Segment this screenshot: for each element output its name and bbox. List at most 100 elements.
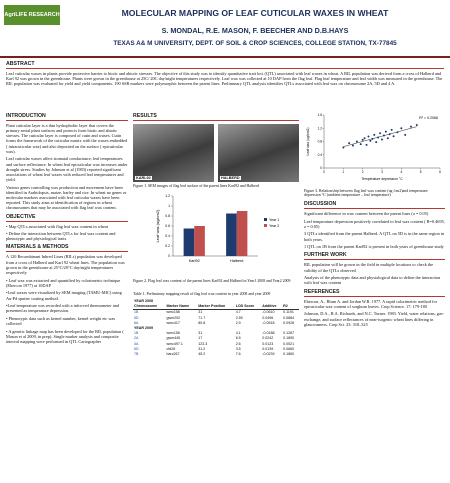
further-work-bullet: Analysis of the phenotypic data and phys… (304, 275, 441, 286)
y-tick-label: 0.4 (165, 235, 170, 239)
bar (226, 213, 237, 257)
table-cell: -0.0188 (262, 331, 275, 336)
table-row: 6A wmc417 80.8 2.9 -0.0518 0.0926 (133, 320, 299, 325)
header-rule (0, 56, 450, 58)
table-row: 5D cfd26 31.2 3.5 0.0139 0.0660 (133, 346, 299, 351)
table-cell: wmc497.1 (166, 341, 183, 346)
table-cell: barc267 (166, 351, 180, 356)
table-cell: 0.0242 (262, 336, 274, 341)
intro-paragraph: Various genes controlling wax production… (6, 184, 127, 211)
discussion-bullet: Significant difference in wax content be… (304, 210, 429, 216)
scatter-point (384, 130, 387, 133)
middle-column: RESULTS KARL92 HALBERD Figure 1. SEM images… (133, 110, 299, 357)
table-header-cell: Marker Position (197, 303, 235, 310)
table-cell: 2.6 (235, 341, 241, 346)
legend-label: Year 2 (269, 224, 279, 228)
bar (236, 211, 248, 257)
table-row: 1B wmc156 31 4.7 -0.0610 0.1191 (133, 309, 299, 315)
legend-label: Year 1 (269, 218, 279, 222)
table-cell: 4A (134, 341, 139, 346)
table-cell: 5D (134, 346, 139, 351)
results-table: YEAR 2008 Chromosome Marker Name Marker Pos… (133, 298, 299, 356)
intro-paragraph: Leaf cuticular waxes affect stomatal con… (6, 156, 128, 183)
right-column: Leaf wax (ug/cm2) Temperature depression … (304, 110, 445, 329)
y-axis-label: Leaf wax (ug/cm2) (155, 209, 160, 243)
figure-caption: Figure 2. Flag leaf wax content of the p… (133, 279, 291, 284)
scatter-point (377, 136, 380, 139)
scatter-point (373, 133, 376, 136)
table-cell: 7B (134, 351, 139, 356)
sem-images: KARL92 HALBERD (133, 124, 299, 182)
y-tick-label: 0.8 (318, 140, 323, 144)
objective-bullet: • Map QTLs associated with flag leaf wax… (6, 223, 108, 229)
methods-paragraph: A 120 Recombinant Inbred Lines (RILs) po… (6, 254, 125, 275)
table-cell: 4.7 (235, 310, 241, 315)
scatter-point (382, 134, 385, 137)
abstract: ABSTRACT Leaf cuticular waxes in plants p… (6, 58, 444, 89)
scatter-point (348, 142, 351, 145)
table-cell: gwm292 (166, 315, 181, 320)
left-column: INTRODUCTION Plant cuticular layer is a t… (6, 110, 128, 347)
table-cell: 0.0123 (262, 341, 274, 346)
table-cell: cfd26 (166, 346, 176, 351)
bar-chart: Leaf wax (ug/cm2) 0 0.2 0.4 0.6 0.8 1 1.2 Karl92… (155, 195, 279, 264)
sem-label: HALBERD (220, 176, 241, 180)
table-row: 5D gwm292 71.7 2.55 0.0496 0.0884 (133, 315, 299, 320)
scatter-point (363, 137, 366, 140)
y-tick-label: 1 (168, 205, 170, 209)
scatter-point (367, 135, 370, 138)
y-tick-label: 1.2 (318, 126, 323, 130)
legend-swatch (264, 218, 267, 222)
y-tick-label: 0.8 (165, 215, 170, 219)
scatter-point (381, 138, 383, 141)
methods-paragraph: • A genetic linkage map has been develop… (6, 328, 124, 345)
x-tick-label: 1 (342, 170, 344, 174)
scatter-point (369, 139, 372, 142)
section-heading: MATERIALS & METHODS (6, 244, 128, 253)
y-tick-label: 0 (168, 255, 170, 259)
table-cell: -0.0610 (262, 310, 275, 315)
table-row: 7B barc267 45.2 7.6 -0.0239 0.1860 (133, 351, 299, 356)
scatter-point (415, 123, 418, 126)
objective-bullet: • Define the interaction between QTLs fo… (6, 231, 116, 242)
table-cell: 1B (134, 331, 139, 336)
table-cell: 0.0884 (283, 315, 295, 320)
table-cell: 0.0139 (262, 346, 274, 351)
table-cell: 1B (134, 310, 139, 315)
table-cell: 0.1191 (283, 310, 294, 315)
section-heading: RESULTS (133, 113, 299, 121)
scatter-point (375, 141, 378, 144)
y-tick-label: 1.6 (318, 113, 323, 117)
section-heading: REFERENCES (304, 289, 445, 297)
x-tick-label: 2 (362, 170, 364, 174)
sem-label: KARL92 (135, 176, 152, 180)
scatter-point (390, 128, 393, 131)
scatter-point (342, 146, 345, 149)
title: MOLECULAR MAPPING OF LEAF CUTICULAR WAXE… (121, 8, 389, 18)
table-cell: 2A (134, 336, 139, 341)
table-cell: -0.0239 (262, 351, 275, 356)
x-tick-label: 3 (381, 170, 383, 174)
y-tick-label: 0.2 (165, 245, 170, 249)
table-cell: 0.0660 (283, 346, 295, 351)
scatter-point (388, 133, 391, 136)
legend-swatch (264, 224, 267, 228)
sem-image: KARL92 (133, 124, 214, 182)
discussion-bullet: 1 QTL on 1B from the parent Karl92 is pr… (304, 244, 444, 250)
table-cell: 4.1 (235, 331, 241, 336)
y-tick-label: 0.4 (318, 153, 323, 157)
x-tick-label: Halberd (230, 259, 243, 263)
scatter-point (404, 133, 407, 136)
table-cell: 0.1890 (283, 336, 295, 341)
sem-image: HALBERD (218, 124, 299, 182)
scatter-chart: Leaf wax (ug/cm2) Temperature depression … (306, 113, 441, 181)
table-group-row: YEAR 2008 (133, 298, 299, 303)
section-heading: DISCUSSION (304, 201, 445, 209)
logo: AgriLIFE RESEARCH (4, 5, 60, 25)
table-header-cell: Chromosome (133, 303, 166, 310)
y-tick-label: 1.2 (165, 195, 170, 199)
table-cell: -0.0518 (262, 320, 275, 325)
table-cell: 0.1860 (283, 351, 295, 356)
annotation: R² = 0.2066 (419, 116, 438, 120)
